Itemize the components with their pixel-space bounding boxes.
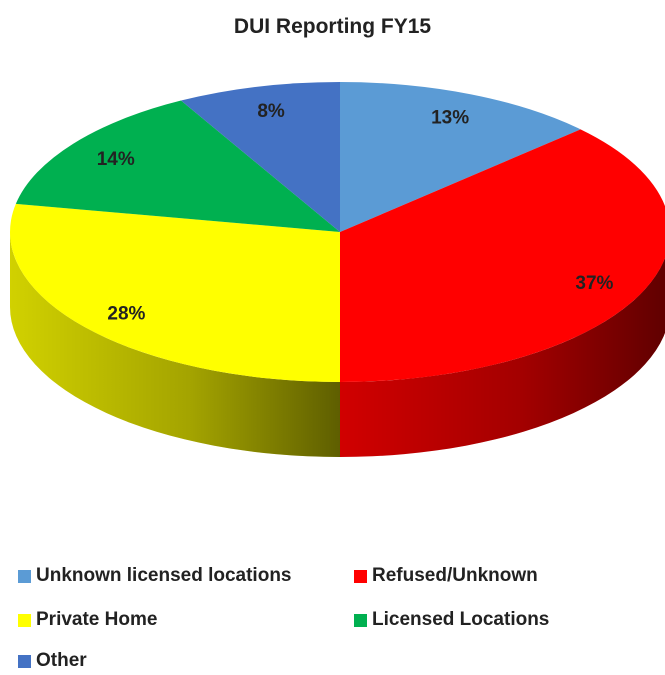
- pie-slice-licensed-locations: [15, 100, 340, 232]
- pie-side-shade-private-home: [10, 232, 340, 457]
- pie-side-shade-refused-unknown: [340, 257, 665, 457]
- legend-label-other: Other: [36, 650, 87, 671]
- legend-swatch-private-home: [18, 613, 31, 627]
- legend-label-unknown-licensed-locations: Unknown licensed locations: [36, 565, 292, 586]
- legend-swatch-licensed-locations: [354, 613, 367, 627]
- pie-slice-private-home: [9, 203, 340, 382]
- legend-item-unknown-licensed-locations: Unknown licensed locations: [18, 565, 292, 587]
- legend-item-other: Other: [18, 650, 87, 672]
- data-label-other: 8%: [257, 101, 285, 122]
- legend-item-refused-unknown: Refused/Unknown: [354, 565, 538, 587]
- legend-item-licensed-locations: Licensed Locations: [354, 609, 549, 631]
- chart-title: DUI Reporting FY15: [233, 15, 432, 38]
- legend-item-private-home: Private Home: [18, 609, 157, 631]
- legend-label-refused-unknown: Refused/Unknown: [372, 565, 538, 586]
- legend-swatch-other: [18, 654, 31, 668]
- legend: Unknown licensed locations Refused/Unkno…: [18, 565, 658, 675]
- data-label-licensed-locations: 14%: [97, 149, 135, 170]
- data-label-private-home: 28%: [107, 303, 145, 324]
- pie-slice-refused-unknown: [340, 129, 665, 382]
- data-label-unknown-licensed-locations: 13%: [431, 107, 469, 128]
- data-label-refused-unknown: 37%: [575, 273, 613, 294]
- pie-slice-other: [181, 82, 340, 232]
- legend-label-licensed-locations: Licensed Locations: [372, 609, 550, 630]
- pie-slice-unknown-licensed-locations: [340, 82, 581, 232]
- legend-swatch-unknown-licensed-locations: [18, 569, 31, 583]
- legend-label-private-home: Private Home: [36, 609, 158, 630]
- legend-swatch-refused-unknown: [354, 569, 367, 583]
